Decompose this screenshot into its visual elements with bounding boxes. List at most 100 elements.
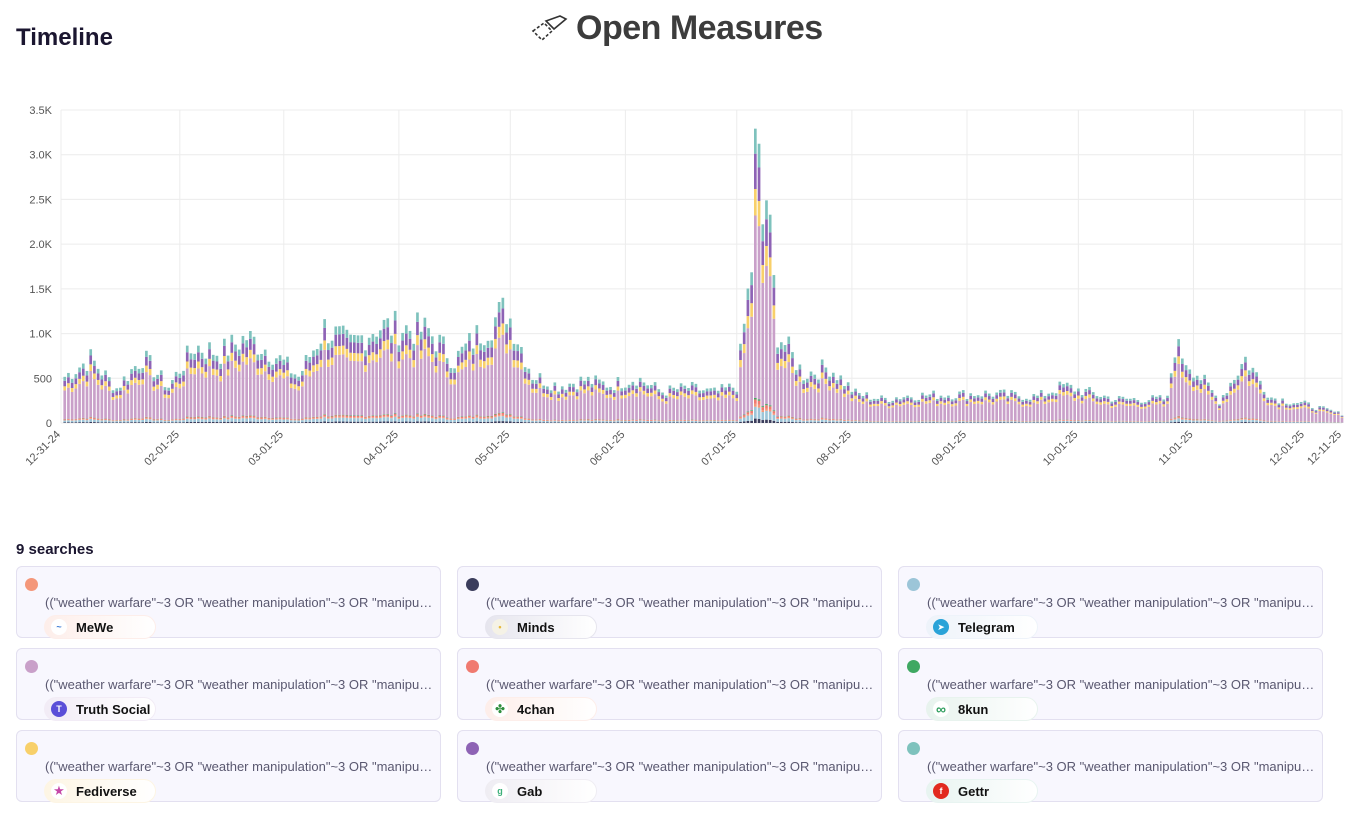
bar-segment	[713, 394, 716, 399]
bar-segment	[252, 416, 256, 418]
bar-segment	[375, 421, 378, 423]
platform-name: Telegram	[958, 619, 1015, 635]
bar-segment	[616, 386, 620, 391]
bar-segment	[1054, 421, 1058, 423]
bar-segment	[579, 419, 583, 420]
bar-segment	[178, 420, 182, 423]
bar-segment	[1329, 412, 1333, 414]
bar-segment	[453, 419, 456, 420]
bar-segment	[683, 385, 687, 389]
search-card[interactable]: (("weather warfare"~3 OR "weather manipu…	[457, 648, 882, 721]
bar-segment	[891, 400, 895, 403]
bar-segment	[1195, 375, 1199, 380]
bar-segment	[241, 335, 245, 344]
platform-badge[interactable]: ~ MeWe	[44, 615, 156, 639]
bar-segment	[534, 422, 538, 423]
bar-segment	[111, 393, 115, 397]
bar-segment	[1262, 398, 1266, 402]
bar-segment	[690, 422, 694, 423]
bar-segment	[327, 343, 330, 351]
open-measures-logo-icon	[531, 15, 568, 42]
bar-segment	[1069, 396, 1073, 420]
bar-segment	[1284, 407, 1288, 410]
search-card[interactable]: (("weather warfare"~3 OR "weather manipu…	[898, 648, 1323, 721]
bar-segment	[330, 357, 334, 365]
platform-badge[interactable]: g Gab	[485, 779, 597, 803]
search-card[interactable]: (("weather warfare"~3 OR "weather manipu…	[898, 730, 1323, 803]
bar-segment	[486, 418, 490, 422]
search-card[interactable]: (("weather warfare"~3 OR "weather manipu…	[16, 730, 441, 803]
bar-segment	[416, 414, 419, 416]
bar-segment	[1303, 402, 1307, 406]
bar-segment	[754, 397, 757, 400]
bar-segment	[390, 353, 393, 362]
bar-segment	[78, 367, 81, 373]
bar-segment	[520, 416, 523, 419]
bar-segment	[211, 419, 215, 422]
bar-segment	[1292, 407, 1296, 410]
bar-segment	[423, 414, 427, 415]
bar-segment	[301, 420, 304, 423]
platform-badge[interactable]: f Gettr	[926, 779, 1038, 803]
bar-segment	[267, 422, 271, 423]
bar-segment	[174, 376, 178, 383]
bar-segment	[560, 420, 564, 421]
bar-segment	[765, 200, 768, 220]
bar-segment	[419, 350, 423, 359]
bar-segment	[200, 352, 204, 359]
bar-segment	[579, 386, 583, 391]
bar-segment	[286, 422, 289, 423]
bar-segment	[516, 421, 520, 423]
bar-segment	[356, 415, 360, 418]
search-card[interactable]: (("weather warfare"~3 OR "weather manipu…	[16, 566, 441, 639]
bar-segment	[505, 416, 508, 418]
platform-badge[interactable]: ➤ Telegram	[926, 615, 1038, 639]
bar-segment	[96, 373, 100, 380]
bar-segment	[820, 419, 824, 423]
platform-badge[interactable]: ✤ 4chan	[485, 697, 597, 721]
bar-segment	[126, 389, 130, 394]
bar-segment	[1310, 408, 1314, 410]
bar-segment	[256, 417, 260, 419]
bar-segment	[297, 376, 300, 381]
bar-segment	[211, 368, 215, 375]
bar-segment	[1043, 398, 1047, 402]
search-card[interactable]: (("weather warfare"~3 OR "weather manipu…	[898, 566, 1323, 639]
bar-segment	[1173, 357, 1177, 363]
platform-badge[interactable]: ∞ 8kun	[926, 697, 1038, 721]
bar-segment	[174, 418, 178, 420]
bar-segment	[553, 394, 557, 420]
search-card[interactable]: (("weather warfare"~3 OR "weather manipu…	[457, 730, 882, 803]
bar-segment	[560, 393, 564, 398]
bar-segment	[828, 422, 831, 423]
bar-segment	[386, 414, 390, 417]
platform-badge[interactable]: ★ Fediverse	[44, 779, 156, 803]
bar-segment	[185, 361, 189, 369]
bar-segment	[453, 419, 456, 423]
bar-segment	[156, 419, 159, 420]
bar-segment	[638, 391, 642, 420]
bar-segment	[1229, 391, 1232, 395]
bar-segment	[731, 394, 735, 399]
bar-segment	[802, 419, 805, 421]
platform-badge[interactable]: • Minds	[485, 615, 597, 639]
bar-segment	[1181, 377, 1184, 418]
bar-segment	[327, 366, 330, 417]
search-card[interactable]: (("weather warfare"~3 OR "weather manipu…	[16, 648, 441, 721]
bar-segment	[534, 420, 538, 423]
search-card[interactable]: (("weather warfare"~3 OR "weather manipu…	[457, 566, 882, 639]
bar-segment	[1062, 384, 1065, 388]
bar-segment	[1140, 421, 1143, 423]
bar-segment	[883, 421, 887, 423]
bar-segment	[197, 345, 200, 353]
bar-segment	[672, 421, 675, 423]
x-tick-label: 03-01-25	[246, 429, 286, 469]
bar-segment	[1155, 421, 1158, 423]
bar-segment	[445, 417, 449, 419]
bar-segment	[301, 386, 304, 419]
bar-segment	[1151, 421, 1154, 423]
bar-segment	[854, 420, 857, 421]
platform-badge[interactable]: T Truth Social	[44, 697, 156, 721]
bar-segment	[293, 378, 297, 385]
